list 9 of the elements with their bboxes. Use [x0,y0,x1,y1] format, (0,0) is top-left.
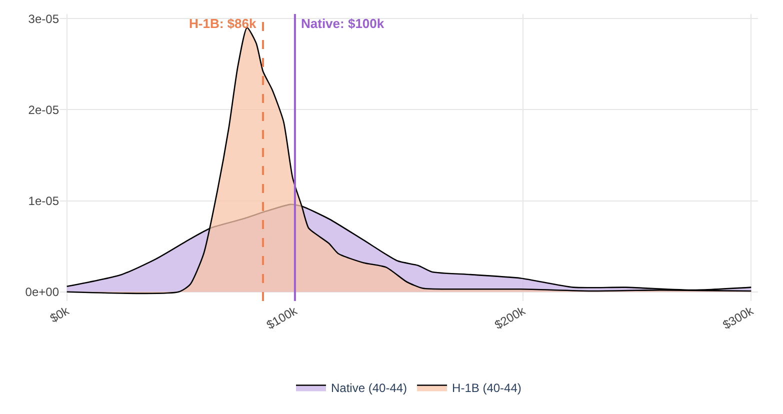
y-tick-label: 3e-05 [28,12,60,26]
legend-label: Native (40-44) [331,380,408,395]
y-tick-label: 2e-05 [28,102,60,117]
legend-label: H-1B (40-44) [452,380,522,395]
ref-line-label: Native: $100k [301,16,385,31]
y-tick-label: 0e+00 [25,285,60,300]
ref-line-label: H-1B: $86k [189,16,257,31]
x-tick-label: $0k [48,303,72,326]
y-tick-label: 1e-05 [28,194,60,208]
